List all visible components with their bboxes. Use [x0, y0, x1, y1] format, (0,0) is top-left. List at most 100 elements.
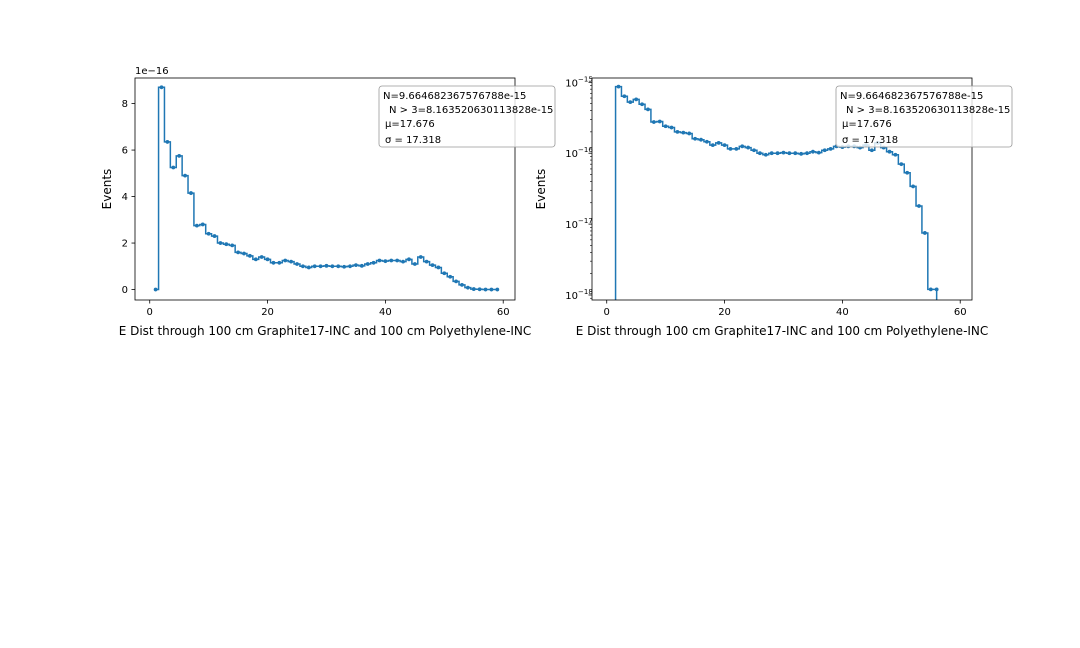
data-point: [301, 264, 305, 269]
data-point: [489, 287, 494, 292]
stats-line: σ = 17.318: [385, 135, 441, 146]
data-point: [869, 148, 874, 153]
data-point: [675, 129, 680, 134]
data-point: [471, 287, 476, 291]
data-point: [318, 264, 323, 269]
data-point: [699, 137, 703, 142]
data-point: [354, 263, 358, 268]
stats-box: [835, 85, 1013, 148]
data-point: [424, 259, 429, 264]
data-point: [401, 259, 405, 264]
data-point: [899, 162, 904, 167]
data-point: [728, 146, 733, 151]
x-tick-label: 20: [718, 307, 731, 318]
data-point: [371, 260, 376, 265]
data-point: [752, 148, 756, 153]
data-point: [911, 184, 915, 189]
data-point: [622, 94, 627, 99]
data-point: [893, 152, 898, 157]
stats-line: N=9.664682367576788e-15: [383, 91, 526, 102]
data-point: [359, 263, 364, 268]
data-point: [277, 260, 282, 265]
stats-line: N > 3=8.163520630113828e-15: [389, 105, 553, 116]
stats-line: N=9.664682367576788e-15: [840, 91, 983, 102]
data-point: [722, 143, 727, 148]
y-tick-label: 10: [565, 291, 578, 302]
data-point: [289, 259, 294, 264]
data-point: [887, 149, 892, 154]
data-point: [407, 257, 411, 262]
data-point: [483, 287, 488, 292]
data-point: [816, 150, 821, 155]
x-tick-label: 0: [147, 307, 153, 318]
y-tick-label: 10: [565, 149, 578, 160]
data-point: [628, 100, 633, 105]
data-point: [793, 151, 798, 156]
data-point: [811, 149, 815, 154]
data-point: [669, 125, 674, 130]
data-point: [253, 257, 258, 262]
data-point: [651, 120, 656, 124]
data-point: [922, 231, 927, 235]
data-point: [454, 279, 458, 284]
data-point: [448, 274, 453, 279]
data-point: [412, 262, 417, 266]
data-point: [928, 287, 933, 292]
data-point: [194, 223, 199, 228]
data-point: [704, 139, 709, 144]
y-axis-label: Events: [534, 169, 548, 210]
x-tick-label: 0: [604, 307, 610, 318]
data-point: [295, 262, 299, 266]
y-tick-label: 4: [122, 192, 128, 203]
data-point: [799, 151, 804, 156]
data-point: [740, 144, 745, 149]
y-tick-exponent: −16: [578, 146, 593, 154]
data-point: [336, 264, 341, 269]
y-axis-label: Events: [100, 169, 114, 210]
y-tick-label: 10: [565, 78, 578, 89]
data-point: [763, 152, 768, 157]
y-tick-label: 2: [122, 239, 128, 250]
data-point: [271, 260, 276, 265]
data-point: [640, 102, 644, 107]
data-point: [230, 243, 235, 248]
data-point: [465, 285, 470, 290]
data-point: [681, 130, 686, 135]
axes-frame: [134, 77, 516, 301]
y-tick-label: 8: [122, 99, 128, 110]
data-point: [716, 140, 721, 145]
data-point: [324, 263, 329, 268]
data-point: [153, 287, 158, 292]
data-point: [389, 258, 394, 263]
data-point: [189, 191, 193, 195]
x-tick-label: 60: [954, 307, 967, 318]
y-offset-text: 1e−16: [135, 66, 169, 77]
y-tick-exponent: −15: [578, 75, 593, 83]
data-point: [657, 119, 662, 124]
data-point: [769, 151, 774, 156]
data-point: [283, 258, 288, 263]
stats-box: [378, 85, 556, 148]
data-point: [787, 151, 792, 156]
data-point: [265, 257, 270, 262]
data-point: [342, 264, 347, 269]
data-point: [330, 264, 335, 269]
data-point: [442, 271, 447, 276]
data-point: [687, 131, 692, 136]
data-point: [236, 250, 241, 255]
data-point: [430, 263, 435, 268]
y-tick-label: 10: [565, 220, 578, 231]
data-point: [495, 287, 500, 292]
data-point: [905, 170, 910, 175]
data-point: [646, 107, 650, 112]
axes-frame: [591, 77, 973, 301]
data-point: [805, 151, 809, 156]
data-point: [781, 150, 786, 155]
data-point: [634, 97, 639, 102]
data-point: [734, 146, 739, 151]
data-point: [477, 287, 482, 292]
data-point: [224, 242, 229, 247]
data-point: [917, 204, 921, 208]
